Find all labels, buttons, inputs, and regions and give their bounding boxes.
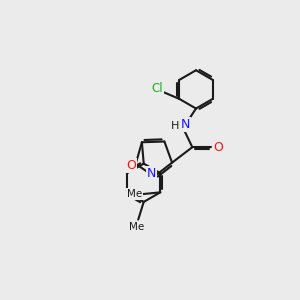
Text: N: N [147, 167, 157, 180]
Text: H: H [171, 121, 179, 131]
Text: O: O [126, 159, 136, 172]
Text: O: O [213, 141, 223, 154]
Text: Cl: Cl [152, 82, 163, 95]
Text: Me: Me [129, 222, 144, 232]
Text: N: N [181, 118, 190, 131]
Text: Me: Me [127, 189, 142, 199]
